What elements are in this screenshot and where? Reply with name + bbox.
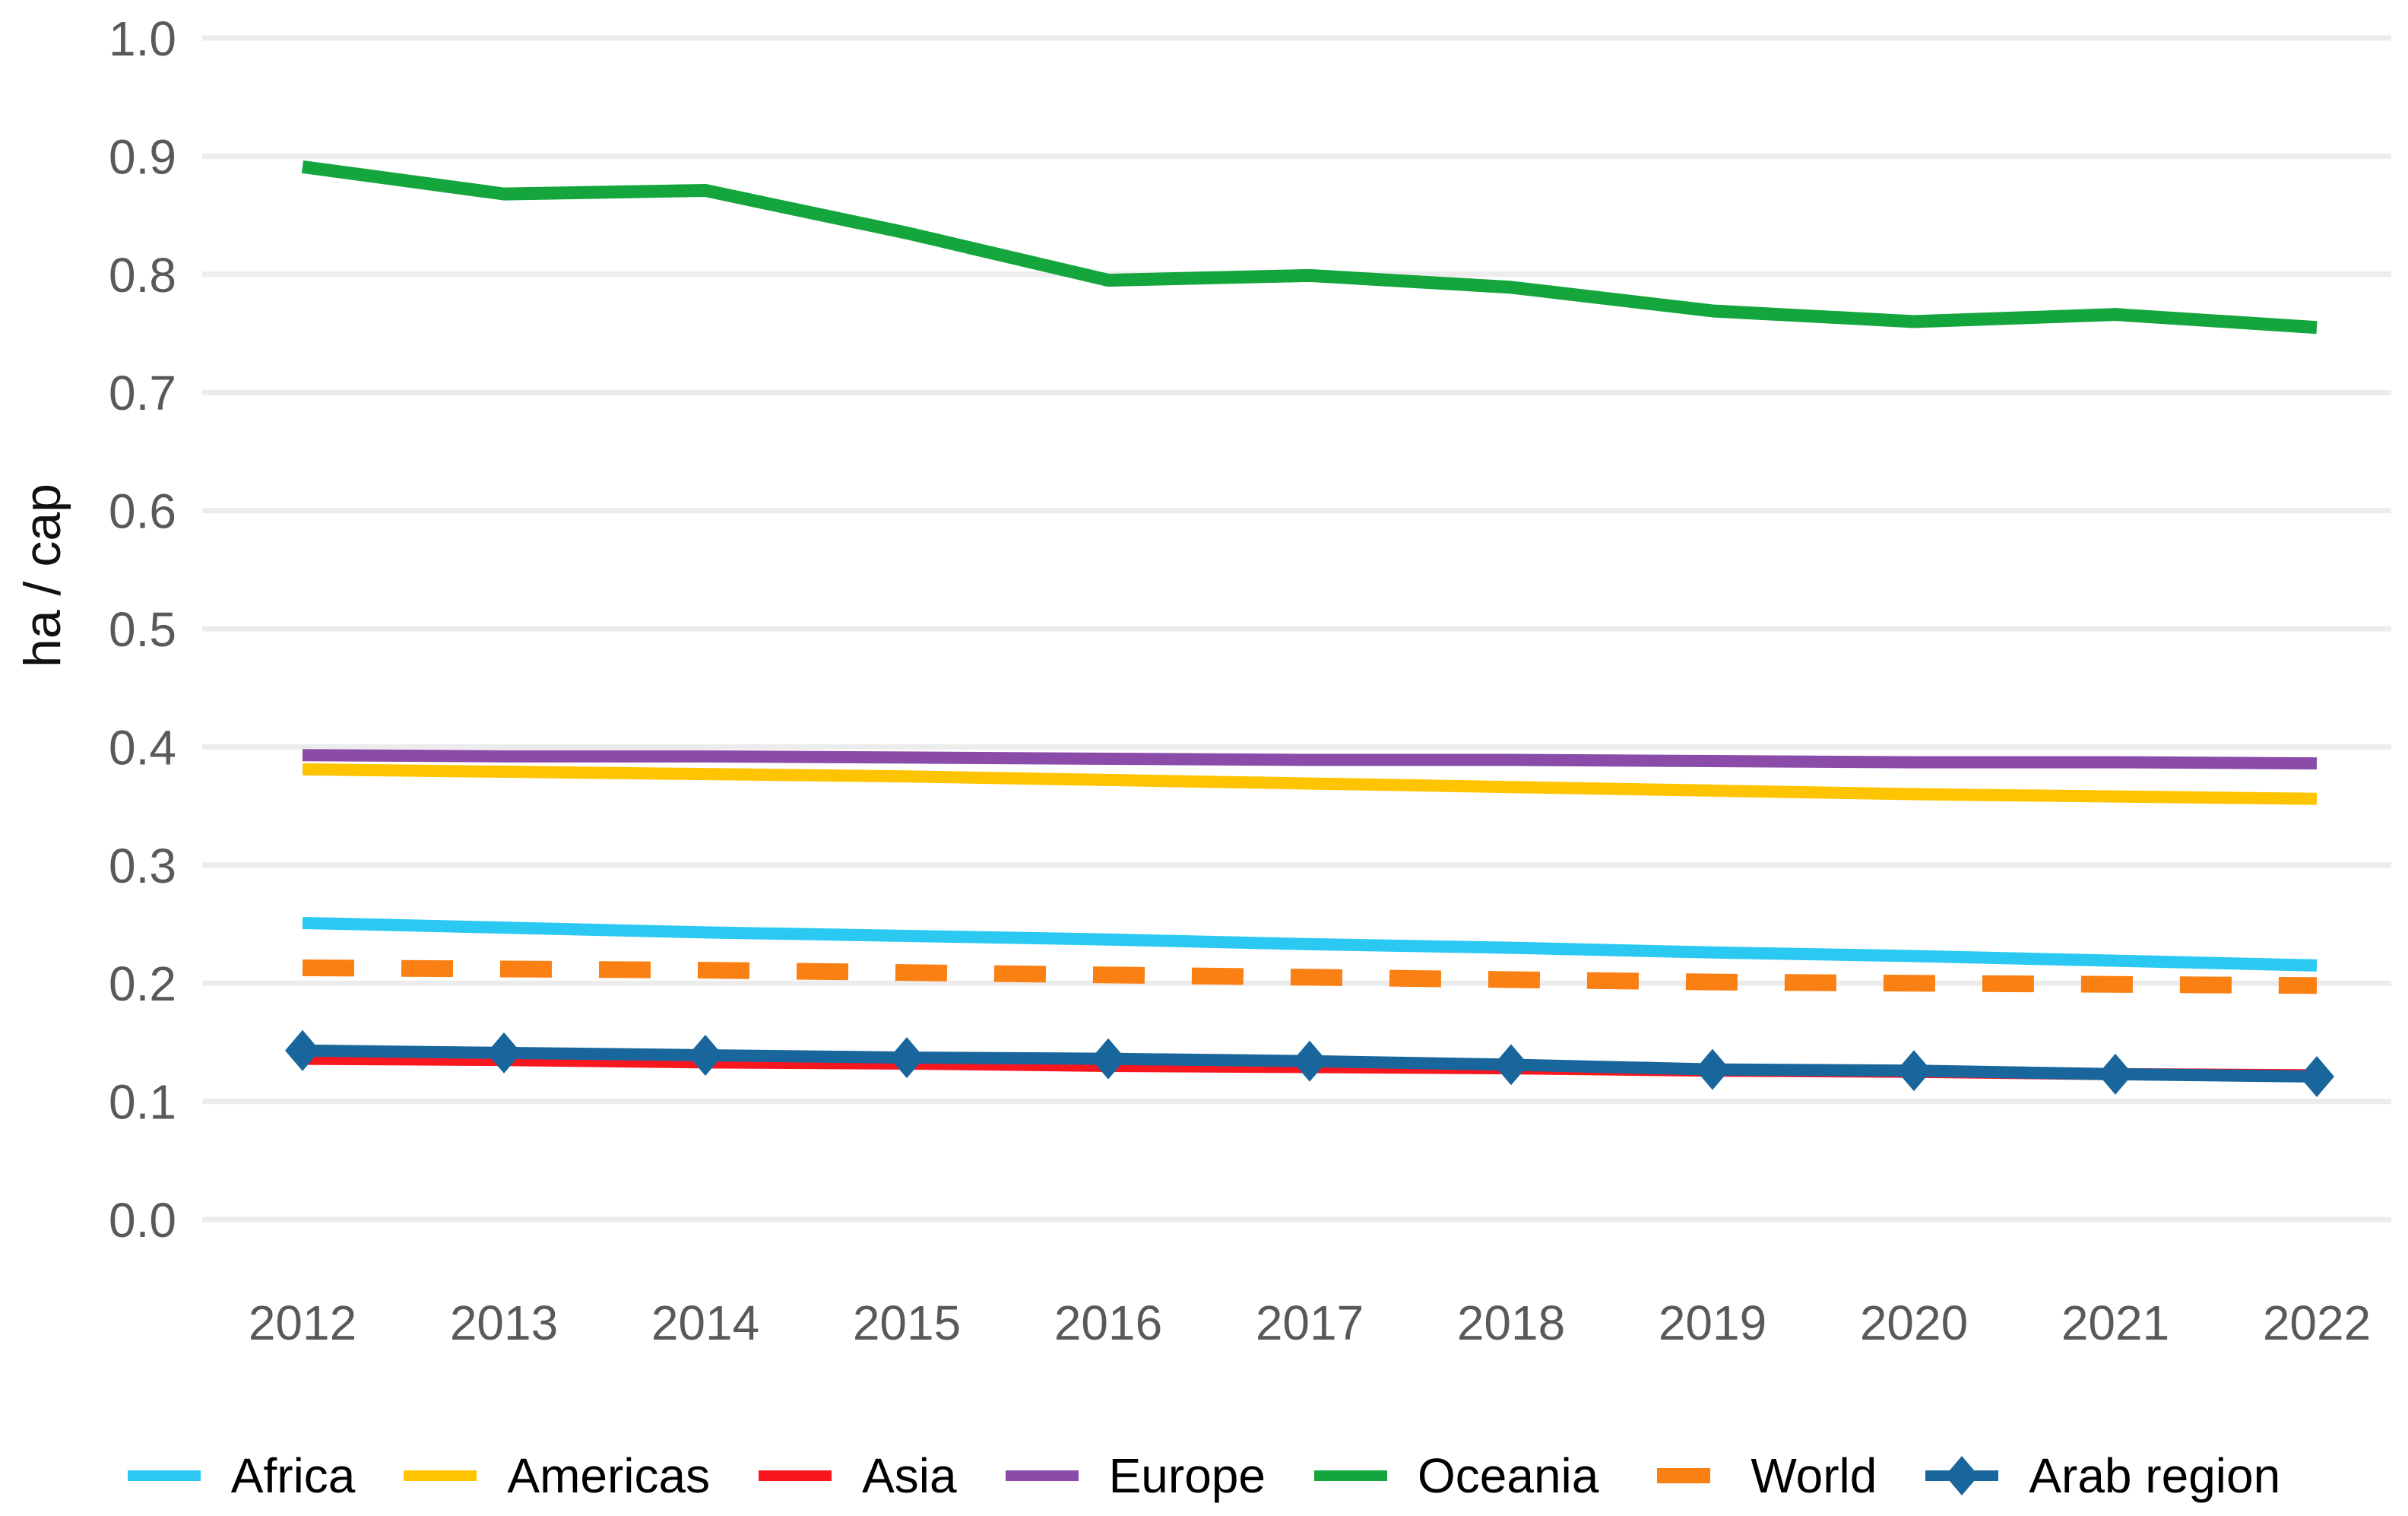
legend-item-asia: Asia <box>759 1448 957 1504</box>
series-line-oceania <box>301 160 2318 335</box>
legend-line <box>1313 1470 1387 1481</box>
legend-line <box>759 1470 832 1481</box>
diamond-marker <box>889 1037 924 1079</box>
legend-line <box>127 1470 201 1481</box>
y-tick-label-1.0: 1.0 <box>109 11 176 66</box>
y-tick-label-0.0: 0.0 <box>109 1193 176 1248</box>
legend-swatch-americas <box>404 1470 477 1481</box>
x-tick-label-2018: 2018 <box>1457 1296 1565 1350</box>
y-tick-label-0.4: 0.4 <box>109 720 176 775</box>
diamond-marker <box>1695 1048 1730 1090</box>
y-tick-label-0.2: 0.2 <box>109 956 176 1011</box>
diamond-marker <box>486 1032 521 1074</box>
legend-item-world: World <box>1647 1448 1877 1504</box>
x-tick-label-2013: 2013 <box>450 1296 558 1350</box>
diamond-marker <box>1292 1040 1327 1082</box>
diamond-marker <box>2098 1053 2133 1095</box>
legend-item-arab-region: Arab region <box>1925 1448 2280 1504</box>
gridlines <box>202 35 2391 1223</box>
legend-label-asia: Asia <box>862 1448 957 1503</box>
series-line-americas <box>302 763 2318 805</box>
legend-label-europe: Europe <box>1108 1448 1266 1503</box>
legend-item-oceania: Oceania <box>1313 1448 1599 1504</box>
y-tick-label-0.6: 0.6 <box>109 484 176 539</box>
diamond-marker <box>2299 1055 2334 1097</box>
diamond-marker <box>1896 1050 1931 1092</box>
x-tick-label-2014: 2014 <box>651 1296 759 1350</box>
series-line-world <box>302 959 2318 994</box>
series-line-europe <box>302 749 2318 770</box>
y-tick-label-0.3: 0.3 <box>109 839 176 893</box>
x-tick-label-2021: 2021 <box>2061 1296 2169 1350</box>
legend-label-africa: Africa <box>230 1448 356 1503</box>
series-markers-arab-region <box>285 1029 2334 1097</box>
x-tick-label-2020: 2020 <box>1860 1296 1968 1350</box>
series-lines <box>285 160 2334 1097</box>
legend-label-arab-region: Arab region <box>2029 1448 2281 1503</box>
diamond-marker <box>1091 1038 1126 1080</box>
legend: Africa Americas Asia Europe Oceania World Arab… <box>0 1441 2408 1510</box>
y-axis-title: ha / cap <box>14 484 71 668</box>
y-tick-label-0.8: 0.8 <box>109 248 176 303</box>
legend-label-oceania: Oceania <box>1417 1448 1599 1503</box>
legend-dash <box>1657 1468 1711 1483</box>
legend-swatch-europe <box>1005 1470 1079 1481</box>
legend-item-americas: Americas <box>404 1448 710 1504</box>
diamond-marker <box>1494 1044 1529 1086</box>
x-tick-label-2015: 2015 <box>853 1296 961 1350</box>
diamond-marker <box>688 1034 723 1076</box>
x-tick-label-2017: 2017 <box>1256 1296 1364 1350</box>
legend-label-americas: Americas <box>507 1448 711 1503</box>
legend-item-europe: Europe <box>1005 1448 1266 1504</box>
x-tick-label-2012: 2012 <box>249 1296 356 1350</box>
legend-item-africa: Africa <box>127 1448 356 1504</box>
legend-line <box>404 1470 477 1481</box>
diamond-marker <box>285 1029 320 1071</box>
legend-diamond <box>1945 1456 1979 1495</box>
x-tick-label-2019: 2019 <box>1659 1296 1766 1350</box>
x-tick-label-2016: 2016 <box>1054 1296 1162 1350</box>
y-tick-label-0.7: 0.7 <box>109 366 176 420</box>
legend-swatch-arab-region <box>1925 1456 1999 1495</box>
y-tick-labels: 0.0 0.1 0.2 0.3 0.4 0.5 0.6 0.7 0.8 0.9 1.0 <box>109 11 176 1248</box>
x-tick-label-2022: 2022 <box>2263 1296 2371 1350</box>
series-line-africa <box>302 916 2318 972</box>
legend-swatch-asia <box>759 1470 832 1481</box>
legend-swatch-world <box>1657 1468 1711 1483</box>
legend-label-world: World <box>1751 1448 1877 1503</box>
y-tick-label-0.1: 0.1 <box>109 1075 176 1130</box>
y-tick-label-0.9: 0.9 <box>109 129 176 184</box>
y-tick-label-0.5: 0.5 <box>109 602 176 657</box>
legend-swatch-oceania <box>1313 1470 1387 1481</box>
legend-swatch-africa <box>127 1470 201 1481</box>
x-tick-labels: 2012 2013 2014 2015 2016 2017 2018 2019 2020 2021… <box>249 1296 2371 1350</box>
legend-line <box>1005 1470 1079 1481</box>
